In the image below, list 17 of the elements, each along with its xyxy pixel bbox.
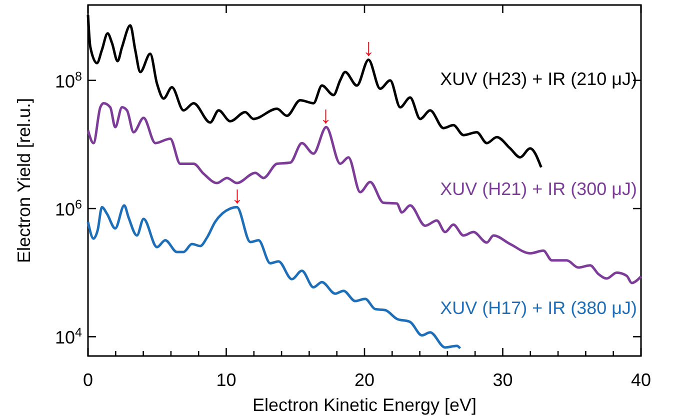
x-tick-label: 10 <box>216 370 236 390</box>
x-tick-label: 30 <box>492 370 513 390</box>
series-label: XUV (H21) + IR (300 μJ) <box>440 179 637 199</box>
x-tick-label: 40 <box>630 370 652 390</box>
y-axis-title: Electron Yield [rel.u.] <box>14 98 34 264</box>
legend-label: XUV (H23) + IR (210 μJ) <box>440 69 637 89</box>
annotation: ↓ <box>320 102 332 130</box>
annotation: ↓ <box>362 34 375 62</box>
series-label: XUV (H17) + IR (380 μJ) <box>440 298 637 318</box>
line-series <box>86 102 642 284</box>
x-tick-label: 0 <box>82 370 94 390</box>
x-tick-label: 20 <box>354 370 375 390</box>
x-axis-title: Electron Kinetic Energy [eV] <box>252 395 477 415</box>
y-tick-label: 10$^{4}$ <box>54 326 82 348</box>
y-tick-label: 10$^{6}$ <box>54 198 82 220</box>
y-tick-label: 10$^{8}$ <box>54 69 82 92</box>
annotation: ↓ <box>231 182 244 210</box>
